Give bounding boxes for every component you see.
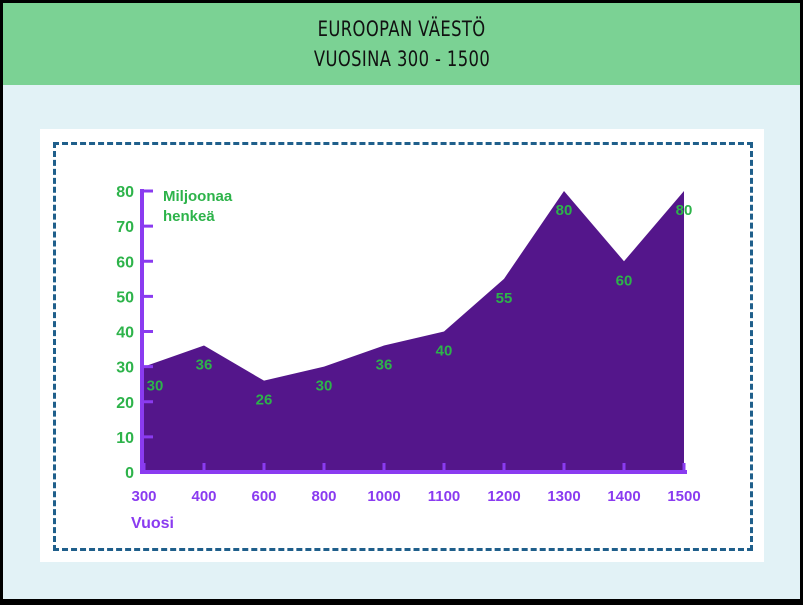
data-label: 55: [496, 290, 513, 307]
data-label: 30: [147, 378, 164, 395]
data-label: 60: [616, 272, 633, 289]
y-axis-label-line-1: Miljoonaa: [163, 188, 233, 205]
y-tick-label: 70: [116, 219, 134, 236]
x-tick-label: 1100: [428, 488, 461, 505]
page-frame: EUROOPAN VÄESTÖ VUOSINA 300 - 1500 0 10 20…: [3, 3, 800, 599]
title-banner: EUROOPAN VÄESTÖ VUOSINA 300 - 1500: [3, 3, 800, 85]
data-label: 30: [316, 378, 333, 395]
x-tick-label: 1000: [367, 488, 400, 505]
x-axis-label: Vuosi: [131, 515, 174, 532]
data-labels: 30 36 26 30 36 40 55 80 60 80: [147, 202, 693, 409]
y-tick-label: 40: [116, 325, 134, 342]
area-chart: 0 10 20 30 40 50 60 70 80 300 400 600 800 1000 1100 12…: [116, 184, 700, 532]
title-line-1: EUROOPAN VÄESTÖ: [317, 17, 486, 41]
x-tick-label: 1300: [547, 488, 580, 505]
series-area: [144, 191, 684, 472]
data-label: 80: [676, 202, 693, 219]
y-tick-labels: 0 10 20 30 40 50 60 70 80: [116, 184, 134, 482]
data-label: 26: [256, 392, 273, 409]
data-label: 80: [556, 202, 573, 219]
x-tick-label: 800: [311, 488, 336, 505]
y-tick-label: 50: [116, 289, 134, 306]
y-tick-label: 30: [116, 360, 134, 377]
y-tick-label: 0: [125, 465, 134, 482]
x-tick-label: 400: [191, 488, 216, 505]
x-tick-label: 1500: [667, 488, 700, 505]
area-layer: [144, 191, 684, 472]
y-axis-label-line-2: henkeä: [163, 208, 215, 225]
x-tick-label: 1400: [607, 488, 640, 505]
title-line-2: VUOSINA 300 - 1500: [313, 47, 490, 71]
y-tick-label: 10: [116, 430, 134, 447]
y-tick-label: 20: [116, 395, 134, 412]
dashed-border: [53, 142, 753, 551]
x-tick-label: 1200: [487, 488, 520, 505]
x-tick-label: 300: [131, 488, 156, 505]
y-tick-label: 80: [116, 184, 134, 201]
data-label: 36: [196, 357, 213, 374]
x-tick-labels: 300 400 600 800 1000 1100 1200 1300 1400 1500: [131, 488, 700, 505]
data-label: 40: [436, 343, 453, 360]
axis-layer: [140, 189, 687, 474]
x-tick-label: 600: [251, 488, 276, 505]
y-tick-label: 60: [116, 254, 134, 271]
data-label: 36: [376, 357, 393, 374]
chart-card: 0 10 20 30 40 50 60 70 80 300 400 600 800 1000 1100 12…: [40, 129, 764, 562]
